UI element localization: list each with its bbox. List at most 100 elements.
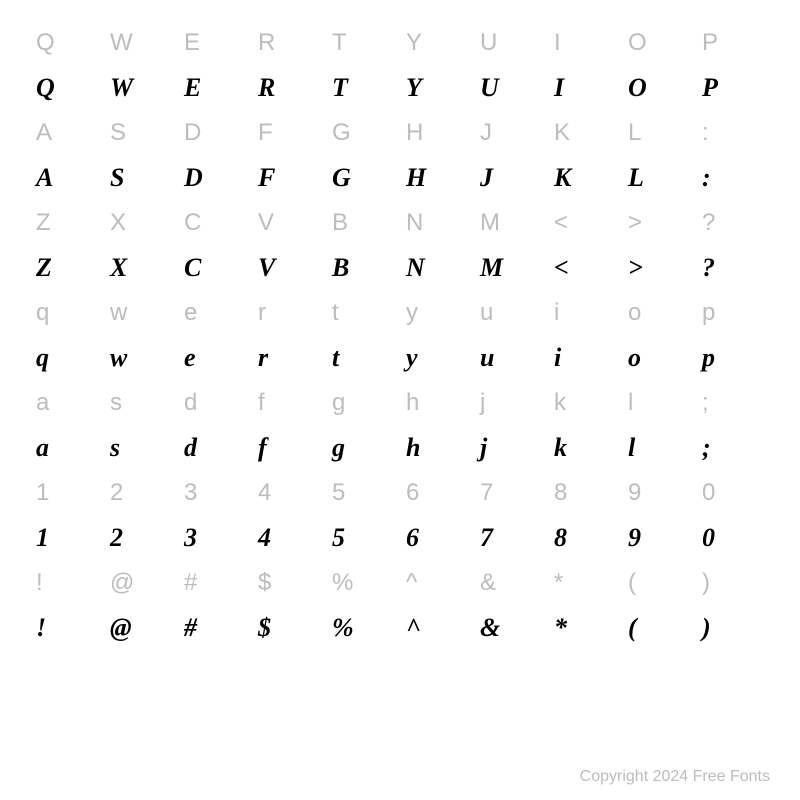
script-char: t — [332, 343, 339, 372]
font-glyph: Y — [400, 73, 474, 103]
script-char: k — [554, 433, 567, 462]
reference-char: o — [628, 299, 641, 326]
script-char: 6 — [406, 523, 419, 552]
font-glyph: W — [104, 73, 178, 103]
reference-glyph: u — [474, 299, 548, 327]
reference-glyph: 3 — [178, 479, 252, 507]
script-char: C — [184, 253, 201, 282]
reference-glyph: o — [622, 299, 696, 327]
reference-glyph: l — [622, 389, 696, 417]
script-char: * — [554, 613, 567, 642]
script-char: ^ — [406, 613, 421, 642]
script-char: 1 — [36, 523, 49, 552]
script-char: G — [332, 163, 351, 192]
font-glyph: X — [104, 253, 178, 283]
font-glyph: P — [696, 73, 770, 103]
reference-char: r — [258, 299, 266, 326]
reference-glyph: q — [30, 299, 104, 327]
reference-glyph: R — [252, 29, 326, 57]
reference-char: L — [628, 119, 641, 146]
script-char: y — [406, 343, 418, 372]
reference-glyph: 2 — [104, 479, 178, 507]
script-char: a — [36, 433, 49, 462]
reference-char: W — [110, 29, 133, 56]
reference-glyph: W — [104, 29, 178, 57]
reference-char: ) — [702, 569, 710, 596]
reference-glyph: 0 — [696, 479, 770, 507]
reference-char: d — [184, 389, 197, 416]
script-char: A — [36, 163, 53, 192]
script-char: M — [480, 253, 503, 282]
font-glyph: 6 — [400, 523, 474, 553]
reference-char: P — [702, 29, 718, 56]
reference-char: Y — [406, 29, 422, 56]
reference-glyph: P — [696, 29, 770, 57]
font-glyph: f — [252, 433, 326, 463]
font-glyph: u — [474, 343, 548, 373]
reference-char: O — [628, 29, 647, 56]
reference-char: 2 — [110, 479, 123, 506]
font-glyph: 7 — [474, 523, 548, 553]
reference-char: 9 — [628, 479, 641, 506]
font-glyph: L — [622, 163, 696, 193]
character-map-grid: QWERTYUIOPQWERTYUIOPASDFGHJKL:ASDFGHJKL:… — [30, 20, 770, 740]
script-char: Z — [36, 253, 52, 282]
reference-char: q — [36, 299, 49, 326]
script-char: O — [628, 73, 647, 102]
reference-char: H — [406, 119, 423, 146]
reference-char: V — [258, 209, 274, 236]
reference-char: h — [406, 389, 419, 416]
reference-char: $ — [258, 569, 271, 596]
reference-glyph: r — [252, 299, 326, 327]
reference-char: ^ — [406, 569, 417, 596]
reference-char: > — [628, 209, 642, 236]
script-char: H — [406, 163, 426, 192]
reference-char: * — [554, 569, 563, 596]
font-glyph: I — [548, 73, 622, 103]
reference-glyph: f — [252, 389, 326, 417]
reference-char: t — [332, 299, 339, 326]
script-char: @ — [110, 613, 132, 642]
reference-glyph: 6 — [400, 479, 474, 507]
reference-char: X — [110, 209, 126, 236]
reference-glyph: K — [548, 119, 622, 147]
script-char: U — [480, 73, 499, 102]
font-glyph: ! — [30, 613, 104, 643]
reference-char: T — [332, 29, 347, 56]
reference-glyph: * — [548, 569, 622, 597]
script-char: p — [702, 343, 715, 372]
script-char: R — [258, 73, 275, 102]
reference-char: a — [36, 389, 49, 416]
reference-glyph: ! — [30, 569, 104, 597]
font-glyph: @ — [104, 613, 178, 643]
reference-char: # — [184, 569, 197, 596]
reference-glyph: ) — [696, 569, 770, 597]
reference-glyph: k — [548, 389, 622, 417]
reference-glyph: E — [178, 29, 252, 57]
reference-glyph: ( — [622, 569, 696, 597]
font-glyph: Q — [30, 73, 104, 103]
script-char: 5 — [332, 523, 345, 552]
reference-char: R — [258, 29, 275, 56]
script-char: B — [332, 253, 349, 282]
reference-char: F — [258, 119, 273, 146]
script-char: Q — [36, 73, 55, 102]
reference-glyph: O — [622, 29, 696, 57]
reference-char: I — [554, 29, 561, 56]
reference-char: Z — [36, 209, 51, 236]
font-glyph: 4 — [252, 523, 326, 553]
script-char: Y — [406, 73, 422, 102]
reference-char: K — [554, 119, 570, 146]
script-char: < — [554, 253, 569, 282]
reference-char: ? — [702, 209, 715, 236]
font-glyph: > — [622, 253, 696, 283]
reference-glyph: % — [326, 569, 400, 597]
reference-glyph: j — [474, 389, 548, 417]
font-glyph: 8 — [548, 523, 622, 553]
script-char: i — [554, 343, 561, 372]
reference-char: A — [36, 119, 52, 146]
reference-char: 8 — [554, 479, 567, 506]
font-glyph: G — [326, 163, 400, 193]
script-char: s — [110, 433, 120, 462]
reference-glyph: g — [326, 389, 400, 417]
